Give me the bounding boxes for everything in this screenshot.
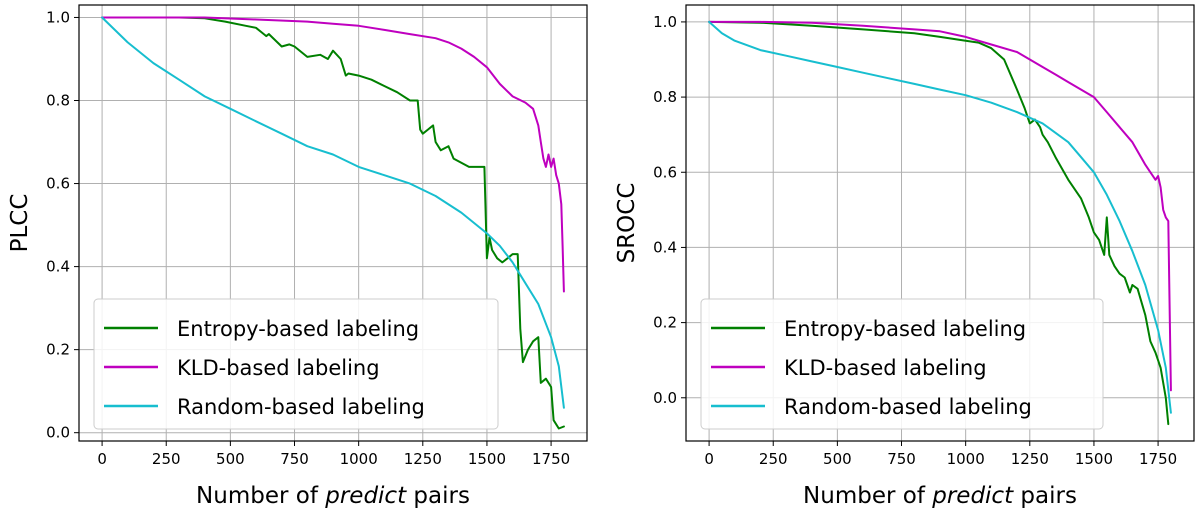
y-tick-label: 0.2 [46,341,70,359]
x-tick-label: 250 [152,450,181,468]
x-tick-label: 0 [704,450,714,468]
x-axis-label: Number of predict pairs [196,483,470,509]
legend-label: KLD-based labeling [784,356,987,380]
legend-label: Random-based labeling [177,395,425,419]
x-tick-label: 750 [887,450,916,468]
y-tick-label: 0.0 [46,424,70,442]
legend-label: Entropy-based labeling [784,317,1026,341]
x-axis-label: Number of predict pairs [803,483,1077,509]
y-tick-label: 0.8 [46,92,70,110]
srocc-chart-panel: 0 250 500 750 1000 1250 1500 1750 0.0 0.2 0.4 0.6 0.… [614,4,1195,509]
x-axis-label-italic: predict [931,483,1014,509]
x-tick-label: 1250 [1011,450,1049,468]
x-tick-label: 0 [97,450,107,468]
x-tick-label: 1500 [1075,450,1113,468]
series-line-entropy [101,16,565,430]
legend-label: Random-based labeling [784,395,1032,419]
legend-label: Entropy-based labeling [177,317,419,341]
x-tick-label: 1750 [1139,450,1177,468]
plcc-chart-panel: 0 250 500 750 1000 1250 1500 1750 0.0 0.2 0.4 0.6 0.… [7,4,588,509]
legend-label: KLD-based labeling [177,356,380,380]
x-tick-label: 1250 [404,450,442,468]
x-axis-label-suffix: pairs [406,483,470,509]
x-tick-label: 750 [280,450,309,468]
x-tick-label: 1000 [947,450,985,468]
x-axis-label-italic: predict [324,483,407,509]
series-line-entropy [708,20,1170,426]
legend-box [700,298,1104,430]
series-line-kld [708,20,1172,392]
y-tick-label: 1.0 [46,8,70,26]
y-tick-label: 1.0 [653,13,677,31]
y-tick-label: 0.6 [46,175,70,193]
y-tick-label: 0.4 [653,238,677,256]
x-axis-label-prefix: Number of [803,483,932,509]
plot-frame [685,4,1195,442]
y-tick-label: 0.8 [653,88,677,106]
x-tick-label: 500 [216,450,245,468]
y-axis-label: SROCC [614,183,640,264]
x-tick-label: 1750 [532,450,570,468]
series-line-random [708,20,1172,414]
y-tick-label: 0.4 [46,258,70,276]
series-line-random [101,16,565,409]
legend: Entropy-based labeling KLD-based labeling… [93,298,499,430]
x-axis-label-suffix: pairs [1013,483,1077,509]
y-tick-label: 0.6 [653,163,677,181]
x-axis-label-prefix: Number of [196,483,325,509]
legend: Entropy-based labeling KLD-based labeling… [700,298,1104,430]
series-line-kld [101,16,565,293]
x-tick-label: 1000 [340,450,378,468]
x-tick-label: 250 [759,450,788,468]
y-axis-label: PLCC [7,194,33,253]
legend-box [93,298,499,430]
plot-frame [78,4,588,442]
x-tick-label: 500 [823,450,852,468]
y-tick-label: 0.0 [653,389,677,407]
y-tick-label: 0.2 [653,314,677,332]
x-tick-label: 1500 [468,450,506,468]
